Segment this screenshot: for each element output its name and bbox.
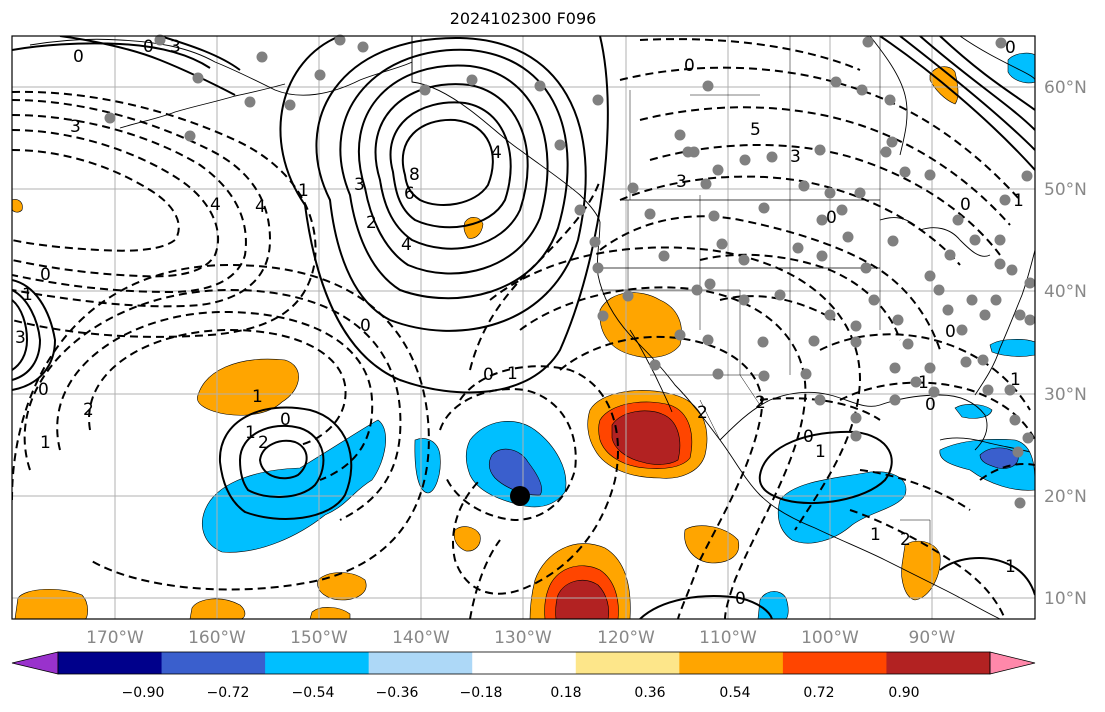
contour-label: 1 bbox=[245, 423, 256, 443]
contour-label: 1 bbox=[507, 364, 518, 384]
colorbar-extend-low bbox=[11, 651, 59, 675]
contour-label: 3 bbox=[790, 147, 801, 167]
contour-label: 0 bbox=[684, 56, 695, 76]
colorbar-tick-label: 0.18 bbox=[550, 685, 581, 701]
lon-label: 140°W bbox=[392, 628, 450, 648]
contour-label: 2 bbox=[366, 213, 377, 233]
lat-label: 60°N bbox=[1044, 78, 1087, 98]
contour-label: 1 bbox=[252, 387, 263, 407]
contour-label: 1 bbox=[22, 285, 33, 305]
anomaly-shading bbox=[12, 52, 1035, 619]
contour-label: 4 bbox=[401, 235, 412, 255]
colorbar-frame bbox=[57, 651, 991, 675]
contour-label: 6 bbox=[404, 184, 415, 204]
contour-label: 1 bbox=[1005, 557, 1016, 577]
contour-label: 2 bbox=[258, 433, 269, 453]
contour-label: 2 bbox=[900, 530, 911, 550]
contour-value-labels: 0 0 3 3 4 4 1 2 3 8 6 4 0 4 3 0 5 3 0 0 … bbox=[15, 37, 1024, 609]
lat-label: 30°N bbox=[1044, 385, 1087, 405]
contour-lines-positive bbox=[12, 36, 1035, 619]
contour-label: 4 bbox=[210, 195, 221, 215]
contour-label: 3 bbox=[70, 117, 81, 137]
colorbar-tick-label: −0.36 bbox=[376, 685, 419, 701]
lon-label: 170°W bbox=[86, 628, 144, 648]
colorbar-tick-label: −0.54 bbox=[292, 685, 335, 701]
colorbar-segment bbox=[58, 652, 163, 674]
colorbar-tick-label: 0.90 bbox=[888, 685, 919, 701]
lon-label: 90°W bbox=[909, 628, 956, 648]
lon-label: 100°W bbox=[801, 628, 859, 648]
contour-label: 0 bbox=[1005, 38, 1016, 58]
lon-label: 160°W bbox=[188, 628, 246, 648]
contour-label: 2 bbox=[697, 403, 708, 423]
longitude-labels: 170°W 160°W 150°W 140°W 130°W 120°W 110°… bbox=[86, 628, 956, 648]
contour-label: 1 bbox=[918, 373, 929, 393]
contour-label: 0 bbox=[925, 395, 936, 415]
contour-label: 0 bbox=[38, 380, 49, 400]
contour-label: 2 bbox=[83, 400, 94, 420]
colorbar-segment bbox=[886, 652, 991, 674]
colorbar-segment bbox=[575, 652, 680, 674]
colorbar-tick-label: −0.18 bbox=[460, 685, 503, 701]
contour-label: 0 bbox=[360, 316, 371, 336]
contour-label: 0 bbox=[803, 427, 814, 447]
colorbar-tick-label: −0.72 bbox=[207, 685, 250, 701]
colorbar-tick-label: 0.36 bbox=[634, 685, 665, 701]
contour-label: 3 bbox=[354, 175, 365, 195]
colorbar-segment bbox=[782, 652, 887, 674]
lat-label: 40°N bbox=[1044, 282, 1087, 302]
contour-label: 1 bbox=[1010, 370, 1021, 390]
map-border bbox=[11, 35, 1036, 620]
contour-label: 1 bbox=[815, 442, 826, 462]
colorbar-tick-label: 0.72 bbox=[803, 685, 834, 701]
map-title: 2024102300 F096 bbox=[449, 9, 597, 28]
storm-center-marker bbox=[510, 486, 530, 506]
contour-lines-negative bbox=[12, 38, 1035, 619]
contour-label: 0 bbox=[483, 365, 494, 385]
contour-label: 3 bbox=[170, 37, 181, 57]
lon-label: 120°W bbox=[597, 628, 655, 648]
contour-label: 4 bbox=[491, 143, 502, 163]
contour-label: 0 bbox=[40, 265, 51, 285]
contour-label: 0 bbox=[143, 37, 154, 57]
contour-label: 0 bbox=[960, 195, 971, 215]
lat-label: 50°N bbox=[1044, 180, 1087, 200]
colorbar-tick-label: −0.90 bbox=[122, 685, 165, 701]
contour-label: 3 bbox=[15, 328, 26, 348]
contour-label: 0 bbox=[73, 47, 84, 67]
contour-label: 1 bbox=[298, 181, 309, 201]
contour-label: 0 bbox=[826, 208, 837, 228]
colorbar-segment bbox=[265, 652, 370, 674]
contour-label: 1 bbox=[870, 525, 881, 545]
colorbar-tick-labels: −0.90 −0.72 −0.54 −0.36 −0.18 0.18 0.36 … bbox=[122, 685, 920, 701]
contour-label: 2 bbox=[755, 393, 766, 413]
lon-label: 150°W bbox=[290, 628, 348, 648]
station-dots bbox=[104, 34, 1036, 509]
lat-label: 20°N bbox=[1044, 487, 1087, 507]
contour-label: 0 bbox=[280, 410, 291, 430]
colorbar-extend-high bbox=[989, 651, 1036, 675]
contour-label: 1 bbox=[40, 433, 51, 453]
colorbar-segment bbox=[368, 652, 473, 674]
lon-label: 110°W bbox=[699, 628, 757, 648]
contour-label: 4 bbox=[255, 197, 266, 217]
contour-label: 0 bbox=[735, 589, 746, 609]
colorbar-segment bbox=[679, 652, 784, 674]
contour-label: 1 bbox=[1013, 191, 1024, 211]
colorbar-segment bbox=[472, 652, 577, 674]
contour-label: 5 bbox=[750, 120, 761, 140]
lon-label: 130°W bbox=[494, 628, 552, 648]
contour-label: 0 bbox=[945, 322, 956, 342]
latitude-labels: 60°N 50°N 40°N 30°N 20°N 10°N bbox=[1044, 78, 1087, 609]
contour-label: 3 bbox=[676, 172, 687, 192]
colorbar bbox=[11, 651, 1036, 675]
colorbar-segment bbox=[161, 652, 266, 674]
contour-label: 8 bbox=[409, 165, 420, 185]
colorbar-tick-label: 0.54 bbox=[719, 685, 750, 701]
lat-label: 10°N bbox=[1044, 589, 1087, 609]
